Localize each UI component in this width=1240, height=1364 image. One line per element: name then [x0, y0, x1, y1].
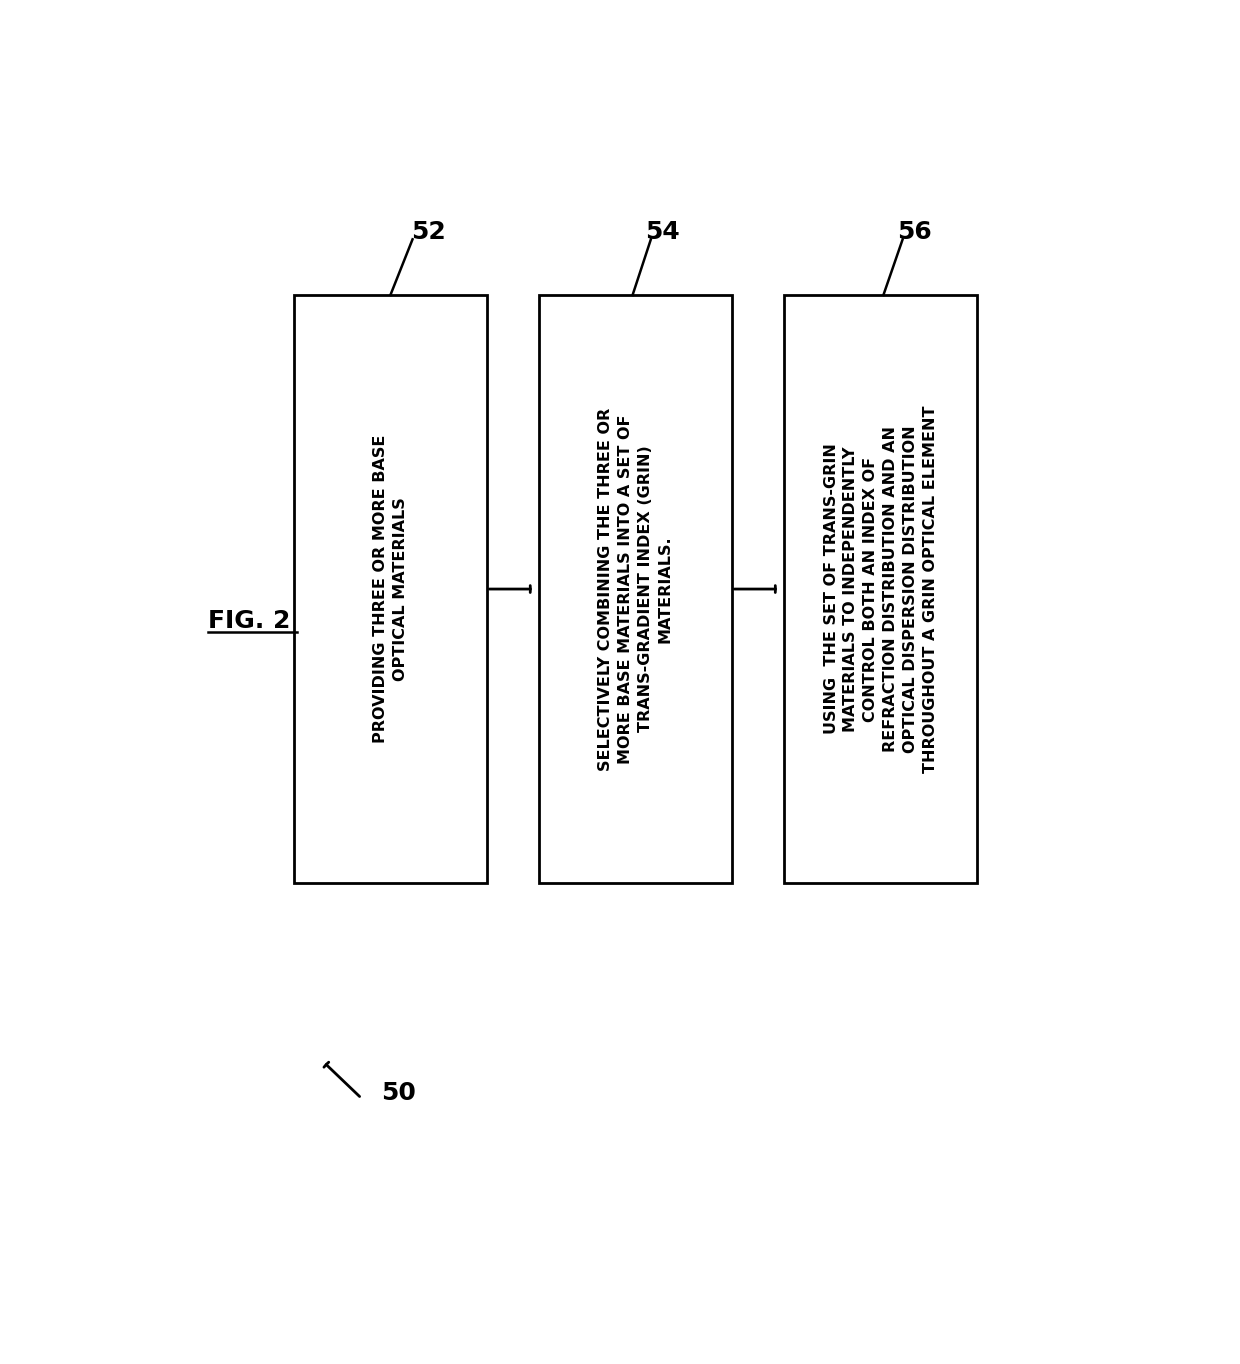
Bar: [785, 295, 977, 883]
Text: USING  THE SET OF TRANS-GRIN
MATERIALS TO INDEPENDENTLY
CONTROL BOTH AN INDEX OF: USING THE SET OF TRANS-GRIN MATERIALS TO…: [823, 405, 937, 773]
Bar: [539, 295, 732, 883]
Text: FIG. 2: FIG. 2: [208, 608, 290, 633]
Text: SELECTIVELY COMBINING THE THREE OR
MORE BASE MATERIALS INTO A SET OF
TRANS-GRADI: SELECTIVELY COMBINING THE THREE OR MORE …: [598, 408, 672, 771]
Text: 50: 50: [381, 1082, 415, 1105]
Text: 56: 56: [897, 220, 931, 244]
Text: 54: 54: [645, 220, 680, 244]
Text: 52: 52: [412, 220, 446, 244]
Text: PROVIDING THREE OR MORE BASE
OPTICAL MATERIALS: PROVIDING THREE OR MORE BASE OPTICAL MAT…: [373, 435, 408, 743]
Bar: [294, 295, 486, 883]
